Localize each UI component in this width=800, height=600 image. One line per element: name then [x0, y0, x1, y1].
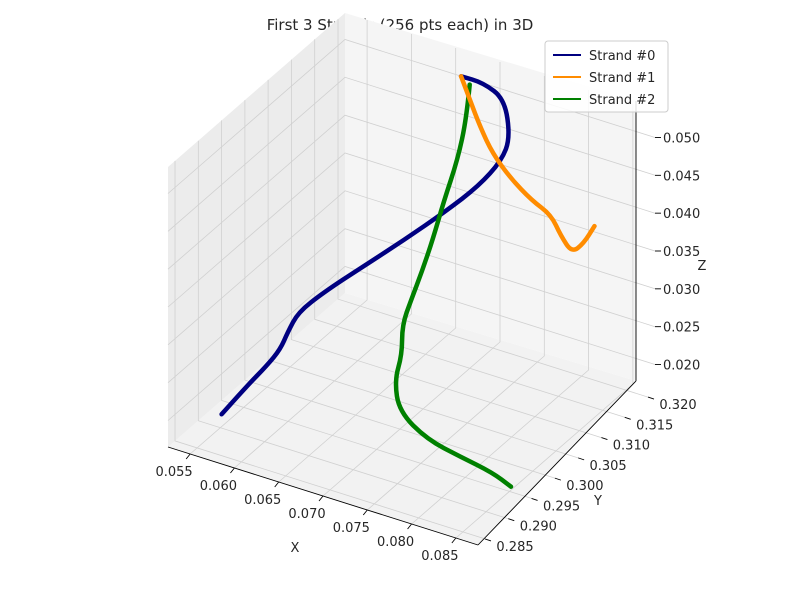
legend: Strand #0 Strand #1 Strand #2	[544, 40, 669, 113]
x-grid-line-5	[411, 90, 589, 525]
z-tick-label-2: 0.030	[663, 283, 700, 298]
y-tick-label-1: 0.290	[520, 520, 557, 535]
y-tick-label-7: 0.320	[659, 398, 696, 413]
y-grid-line-1	[197, 140, 509, 520]
x-tick-2	[274, 481, 280, 488]
y-tick-2	[531, 497, 538, 501]
y-grid-line-4	[267, 79, 579, 459]
legend-label-strand-1: Strand #1	[589, 71, 655, 86]
y-tick-1	[508, 518, 515, 522]
x-grid-line-2	[278, 48, 457, 483]
y-grid-line-5	[290, 59, 602, 438]
grid-lines	[167, 19, 656, 540]
legend-frame	[544, 40, 669, 113]
y-axis-label: Y	[593, 494, 602, 509]
x-grid-line-0	[189, 20, 368, 455]
series-lines	[219, 74, 597, 489]
z-tick-label-1: 0.025	[663, 321, 700, 336]
y-tick-7	[647, 396, 655, 400]
x-tick-6	[451, 537, 457, 544]
x-tick-1	[230, 467, 235, 474]
z-grid-line-2	[167, 190, 656, 346]
z-grid-line-1	[167, 228, 656, 384]
y-grid-line-7	[337, 19, 649, 398]
x-tick-4	[362, 509, 368, 516]
y-tick-label-0: 0.285	[496, 540, 533, 555]
x-tick-label-0: 0.055	[155, 465, 192, 480]
series-line-strand-0	[219, 74, 511, 417]
x-tick-label-2: 0.065	[244, 493, 281, 508]
series-line-strand-2	[393, 82, 514, 489]
y-grid-line-6	[314, 39, 625, 418]
x-tick-label-5: 0.080	[377, 535, 414, 550]
y-tick-label-6: 0.315	[636, 418, 673, 433]
tick-labels: 0.055 0.060 0.065 0.070 0.075 0.080 0.085 0.285…	[155, 132, 700, 565]
x-tick-label-6: 0.085	[421, 549, 458, 564]
legend-label-strand-0: Strand #0	[589, 49, 655, 64]
z-tick-label-4: 0.040	[663, 207, 700, 222]
x-grid-line-4	[367, 76, 545, 511]
x-tick-3	[318, 495, 324, 502]
x-tick-label-4: 0.075	[333, 521, 370, 536]
y-tick-label-2: 0.295	[543, 499, 580, 514]
series-line-strand-1	[458, 74, 597, 252]
legend-label-strand-2: Strand #2	[589, 93, 655, 108]
y-tick-3	[554, 477, 561, 481]
x-grid-line-1	[234, 34, 412, 469]
y-tick-6	[624, 416, 631, 420]
x-tick-label-3: 0.070	[288, 507, 325, 522]
z-tick-label-5: 0.045	[663, 169, 700, 184]
y-tick-label-5: 0.310	[613, 439, 650, 454]
x-tick-label-1: 0.060	[200, 479, 237, 494]
x-tick-0	[185, 453, 191, 460]
z-grid-line-0	[167, 266, 656, 421]
y-tick-label-3: 0.300	[566, 479, 603, 494]
z-axis-label: Z	[698, 259, 707, 274]
y-tick-4	[578, 457, 585, 461]
z-grid-line-4	[167, 114, 656, 270]
z-grid-line-5	[167, 76, 656, 232]
y-axis-line	[477, 380, 637, 546]
x-tick-5	[407, 523, 412, 530]
z-tick-label-6: 0.050	[663, 132, 700, 147]
y-grid-line-3	[244, 100, 556, 479]
y-grid-line-2	[221, 120, 532, 499]
y-tick-label-4: 0.305	[589, 459, 626, 474]
x-grid-line-3	[322, 62, 501, 497]
y-tick-0	[484, 538, 492, 542]
z-tick-label-0: 0.020	[663, 359, 700, 374]
y-grid-line-0	[174, 160, 486, 540]
tick-marks	[185, 137, 661, 544]
x-axis-label: X	[291, 541, 300, 556]
z-tick-label-3: 0.035	[663, 245, 700, 260]
y-tick-5	[601, 437, 608, 441]
